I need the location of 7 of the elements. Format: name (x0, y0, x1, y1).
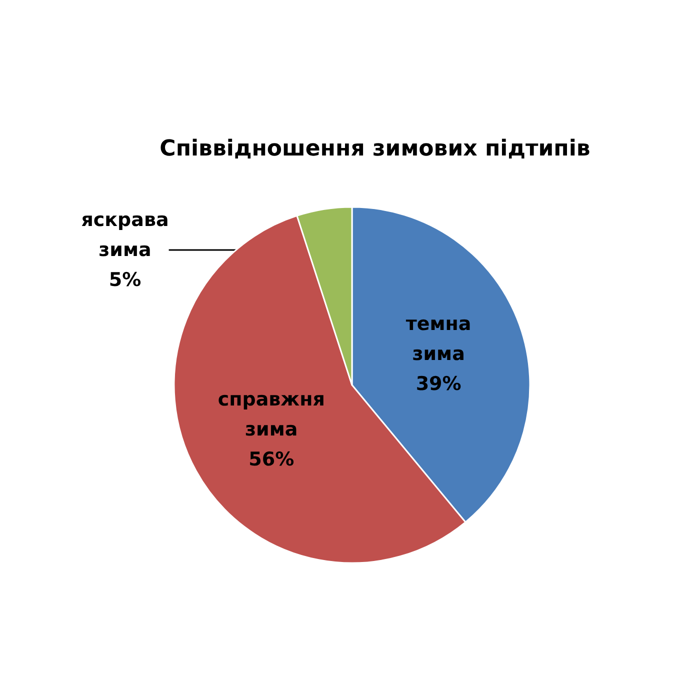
data-label: 56% (248, 448, 294, 470)
chart-title: Співвідношення зимових підтипів (160, 136, 590, 162)
slice-label: темна зима (406, 312, 472, 365)
slice-label: справжня зима (218, 388, 325, 440)
data-label: 5% (108, 269, 142, 291)
data-label: 39% (416, 372, 462, 395)
slice-label: яскрава зима (81, 209, 169, 261)
